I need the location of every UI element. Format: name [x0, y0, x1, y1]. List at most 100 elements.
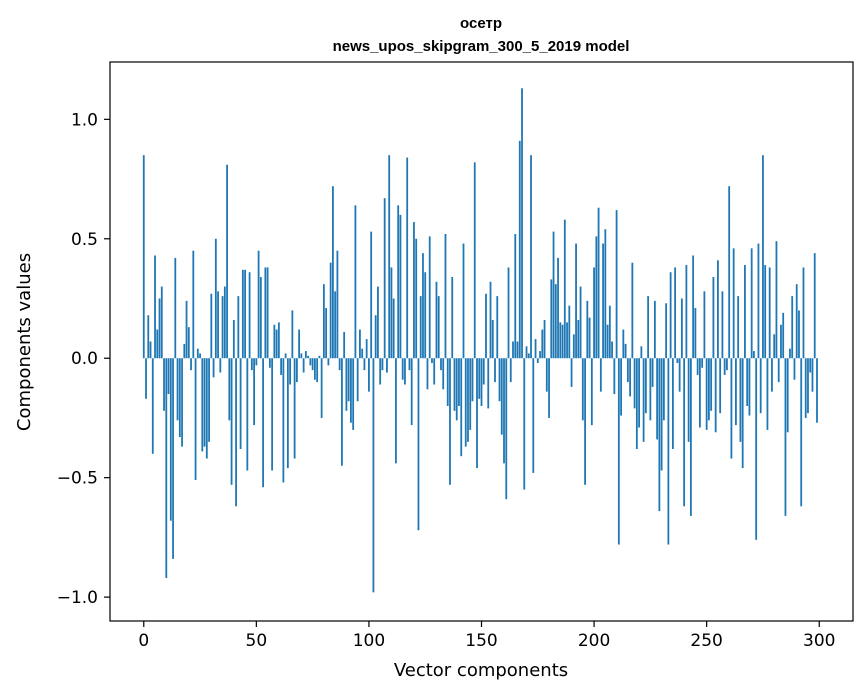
bar [163, 358, 165, 411]
bar [158, 298, 161, 359]
bar [608, 305, 611, 359]
bar [464, 358, 467, 447]
bar [525, 346, 528, 359]
bar [557, 257, 559, 359]
bar [313, 358, 316, 380]
bar [548, 358, 550, 418]
bar [759, 358, 762, 414]
bar [750, 248, 753, 359]
bar [354, 205, 357, 359]
x-axis-ticks: 0 50 100 150 200 250 300 [138, 621, 835, 651]
bar [545, 358, 548, 392]
bar [680, 298, 683, 359]
bar [509, 358, 512, 383]
bar [460, 358, 463, 457]
bar [694, 308, 697, 359]
bar [705, 358, 708, 430]
bar [748, 358, 751, 416]
bar [300, 353, 303, 359]
bar [401, 358, 404, 380]
bar [304, 351, 307, 359]
bar-series [142, 88, 818, 593]
bar [671, 358, 674, 449]
bar [744, 265, 746, 359]
bar [201, 358, 204, 452]
bar [599, 358, 602, 392]
bar [214, 238, 217, 359]
bar [176, 358, 179, 421]
bar [415, 238, 418, 359]
x-axis-label: Vector components [394, 660, 568, 681]
bar [735, 358, 737, 426]
bar [559, 322, 562, 359]
bar [320, 358, 323, 418]
bar [160, 286, 163, 359]
bar [244, 269, 246, 359]
bar [237, 296, 240, 359]
bar [498, 358, 501, 402]
bar [550, 279, 553, 359]
bar [514, 234, 517, 359]
bar [604, 229, 607, 359]
bar [633, 358, 636, 409]
bar [223, 286, 226, 359]
bar [505, 358, 508, 500]
bar [255, 358, 258, 366]
bar [293, 358, 296, 459]
bar [151, 358, 154, 454]
bar [266, 267, 269, 359]
bar [570, 358, 573, 387]
bar [726, 358, 728, 371]
bar [766, 358, 769, 430]
bar [753, 351, 755, 359]
bar [552, 231, 555, 359]
bar [593, 267, 595, 359]
bar [762, 155, 764, 359]
bar [471, 358, 474, 402]
bar [518, 140, 521, 359]
bar [309, 358, 312, 366]
bar [624, 343, 627, 359]
bar [620, 358, 622, 416]
bar [480, 358, 483, 406]
bar [259, 277, 262, 359]
bar [345, 358, 348, 411]
bar [737, 296, 740, 359]
bar [167, 358, 170, 395]
bar [458, 358, 460, 406]
bar [217, 291, 219, 359]
bar [183, 343, 186, 359]
bar [606, 324, 609, 359]
bar [473, 162, 476, 359]
bar [647, 296, 650, 359]
bar [642, 358, 645, 442]
x-tick-label: 300 [803, 631, 835, 651]
bar [644, 358, 647, 414]
bar [203, 358, 206, 447]
bar [307, 355, 310, 359]
bar [336, 250, 339, 359]
bar [660, 358, 663, 471]
bar [449, 358, 451, 485]
bar [286, 358, 289, 469]
bar [703, 291, 706, 359]
bar [390, 267, 393, 359]
bar [311, 358, 314, 371]
bar [602, 243, 604, 359]
bar [687, 358, 690, 442]
bar [142, 155, 145, 359]
bar [669, 272, 672, 359]
bar [777, 358, 780, 383]
bar [444, 234, 447, 359]
bar [221, 296, 224, 359]
bar [334, 291, 337, 359]
bar [190, 358, 192, 371]
x-tick-label: 250 [690, 631, 722, 651]
bar [282, 358, 285, 483]
bar [212, 358, 215, 378]
bar [541, 329, 544, 359]
bar [539, 351, 541, 359]
bar [187, 327, 190, 359]
